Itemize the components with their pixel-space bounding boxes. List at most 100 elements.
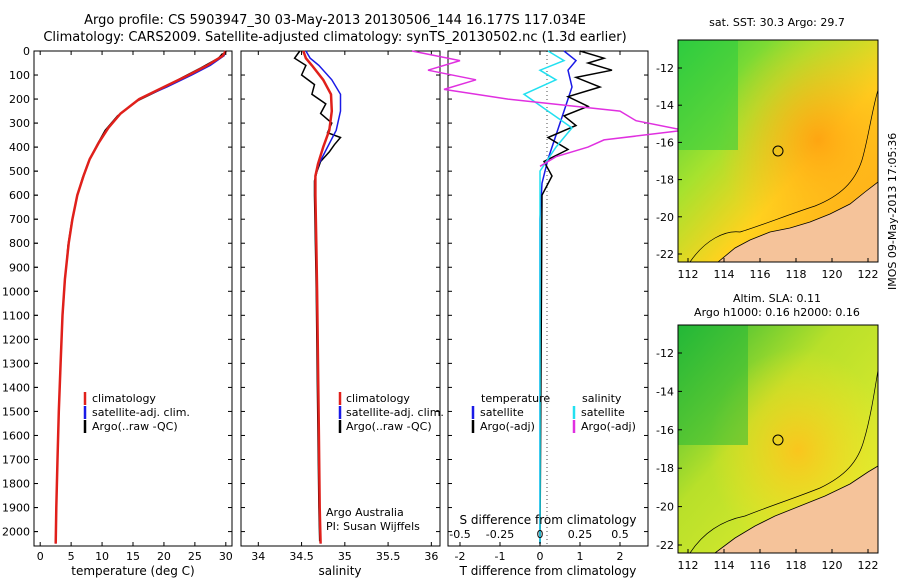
x-tick-label: 34 <box>251 550 265 563</box>
series-salinity-argo-adj- <box>411 50 685 167</box>
sst-map-frame <box>677 39 879 263</box>
x-tick-label: 20 <box>157 550 171 563</box>
argo-float-marker <box>772 434 784 446</box>
depth-tick-label: 400 <box>9 141 30 154</box>
series-temperature-satellite <box>539 50 578 544</box>
x-tick-label: -2 <box>455 550 466 563</box>
legend-temp-satellite-label: satellite <box>480 406 524 419</box>
legend-climatology-label: climatology <box>92 392 156 405</box>
timestamp-stamp: IMOS 09-May-2013 17:05:36 <box>886 132 899 290</box>
series-climatology <box>302 50 334 544</box>
series-salinity-satellite <box>522 50 574 544</box>
s-x-tick-label: 0.25 <box>568 528 593 541</box>
difference-legend: temperature salinity satellite Argo(-adj… <box>471 392 636 433</box>
annotation-argo-australia: Argo Australia <box>326 506 404 519</box>
land-mask <box>714 465 878 553</box>
temperature-panel: 0 5 10 15 20 25 30 0 100 200 300 400 500 600 700 800 90… <box>2 45 233 578</box>
lat-tick-label: -14 <box>656 385 674 398</box>
legend-temp-argo-label: Argo(-adj) <box>480 420 535 433</box>
legend-satellite-label: satellite-adj. clim. <box>346 406 444 419</box>
x-tick-label: 0 <box>537 550 544 563</box>
lon-tick-label: 114 <box>714 268 735 281</box>
lon-tick-label: 122 <box>858 268 879 281</box>
depth-tick-label: 2000 <box>2 526 30 539</box>
lat-tick-label: -12 <box>656 347 674 360</box>
depth-tick-label: 1700 <box>2 453 30 466</box>
sst-map-title: sat. SST: 30.3 Argo: 29.7 <box>709 16 845 29</box>
annotation-pi-name: PI: Susan Wijffels <box>326 520 420 533</box>
lat-tick-label: -20 <box>656 501 674 514</box>
x-tick-label: 0 <box>37 550 44 563</box>
depth-tick-label: 800 <box>9 237 30 250</box>
lat-tick-label: -12 <box>656 62 674 75</box>
depth-tick-label: 1300 <box>2 357 30 370</box>
depth-tick-label: 500 <box>9 165 30 178</box>
t-difference-xlabel: T difference from climatology <box>459 564 637 578</box>
difference-panel: -2 -1 0 1 2 -0.5 -0.25 0 0.25 0.5 T difference f… <box>411 50 685 578</box>
x-tick-label: 5 <box>68 550 75 563</box>
depth-tick-label: 1900 <box>2 502 30 515</box>
x-tick-label: -1 <box>495 550 506 563</box>
series-climatology <box>54 50 227 544</box>
bathymetry-contour <box>689 89 878 262</box>
lon-tick-label: 120 <box>822 559 843 572</box>
temperature-xlabel: temperature (deg C) <box>71 564 194 578</box>
series-satellite-adj-clim- <box>54 50 227 544</box>
lon-tick-label: 118 <box>786 559 807 572</box>
sla-map-title: Altim. SLA: 0.11 <box>733 292 821 305</box>
x-tick-label: 35.5 <box>376 550 401 563</box>
sla-low-patch <box>678 325 748 445</box>
sla-map: Altim. SLA: 0.11 Argo h1000: 0.16 h2000:… <box>656 292 879 572</box>
depth-tick-label: 1400 <box>2 381 30 394</box>
series-argo-raw-qc- <box>54 52 224 542</box>
salinity-axes-frame <box>240 50 441 547</box>
legend-salinity-header: salinity <box>582 392 622 405</box>
x-tick-label: 36 <box>424 550 438 563</box>
temperature-legend: climatology satellite-adj. clim. Argo(..… <box>83 392 190 433</box>
sst-map: sat. SST: 30.3 Argo: 29.7 112 114 116 118 12… <box>656 16 879 281</box>
depth-tick-label: 1800 <box>2 478 30 491</box>
depth-tick-label: 200 <box>9 93 30 106</box>
lat-tick-label: -14 <box>656 99 674 112</box>
salinity-legend: climatology satellite-adj. clim. Argo(..… <box>338 392 444 433</box>
difference-axes-frame <box>447 50 649 547</box>
depth-tick-label: 600 <box>9 189 30 202</box>
legend-sal-argo-label: Argo(-adj) <box>581 420 636 433</box>
lon-tick-label: 122 <box>858 559 879 572</box>
lat-tick-label: -16 <box>656 424 674 437</box>
x-tick-label: 1 <box>577 550 584 563</box>
x-tick-label: 10 <box>95 550 109 563</box>
depth-tick-label: 700 <box>9 213 30 226</box>
lon-tick-label: 118 <box>786 268 807 281</box>
x-tick-label: 30 <box>219 550 233 563</box>
s-x-tick-label: -0.25 <box>486 528 514 541</box>
s-difference-xlabel: S difference from climatology <box>460 513 637 527</box>
land-mask <box>717 181 878 262</box>
depth-tick-label: 1600 <box>2 429 30 442</box>
depth-tick-label: 1100 <box>2 309 30 322</box>
bathymetry-contour <box>689 369 878 553</box>
series-satellite-adj-clim- <box>305 50 342 544</box>
legend-temperature-header: temperature <box>481 392 550 405</box>
legend-argo-label: Argo(..raw -QC) <box>92 420 178 433</box>
x-tick-label: 25 <box>188 550 202 563</box>
depth-tick-label: 1500 <box>2 405 30 418</box>
legend-satellite-label: satellite-adj. clim. <box>92 406 190 419</box>
x-tick-label: 34.5 <box>289 550 314 563</box>
depth-tick-label: 100 <box>9 69 30 82</box>
profile-title: Argo profile: CS 5903947_30 03-May-2013 … <box>84 13 586 28</box>
depth-tick-label: 1200 <box>2 333 30 346</box>
s-x-tick-label: 0.5 <box>611 528 629 541</box>
s-x-tick-label: -0.5 <box>449 528 470 541</box>
lat-tick-label: -22 <box>656 539 674 552</box>
depth-tick-label: 0 <box>23 45 30 58</box>
lon-tick-label: 116 <box>750 559 771 572</box>
lon-tick-label: 120 <box>822 268 843 281</box>
salinity-xlabel: salinity <box>318 564 361 578</box>
argo-float-marker <box>772 145 784 157</box>
x-tick-label: 2 <box>617 550 624 563</box>
sst-cool-patch <box>678 40 738 150</box>
climatology-subtitle: Climatology: CARS2009. Satellite-adjuste… <box>43 30 627 45</box>
lon-tick-label: 114 <box>714 559 735 572</box>
